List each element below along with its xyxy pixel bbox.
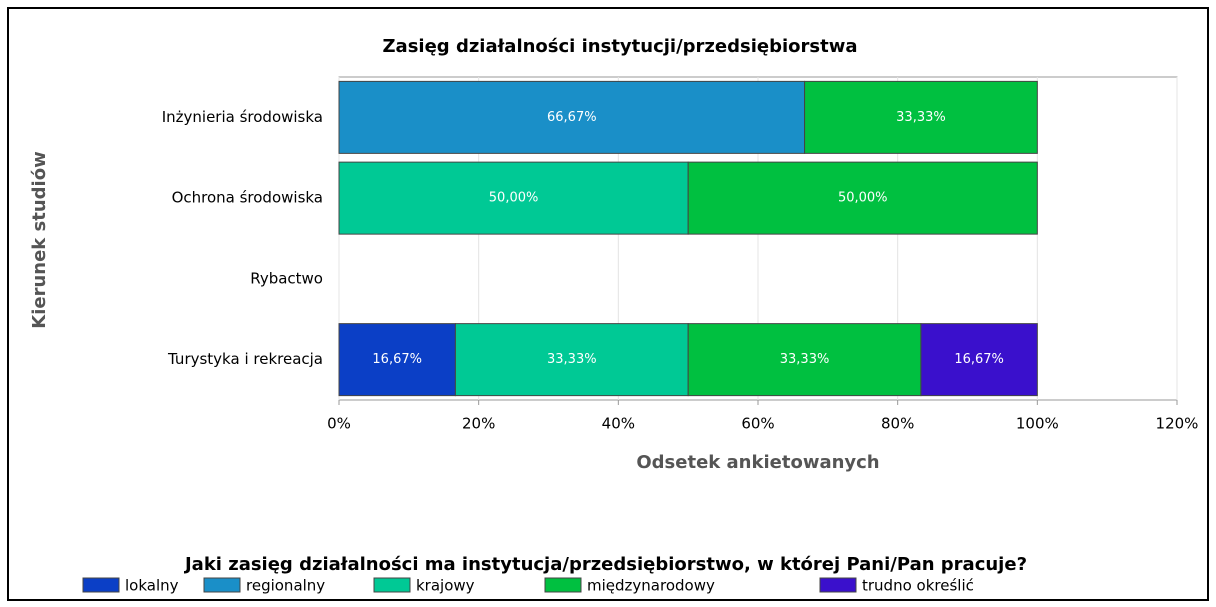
chart-title: Zasięg działalności instytucji/przedsięb… xyxy=(383,36,858,57)
legend-label: krajowy xyxy=(416,577,475,595)
legend-label: lokalny xyxy=(125,577,179,595)
value-label: 33,33% xyxy=(896,110,946,125)
legend-title: Jaki zasięg działalności ma instytucja/p… xyxy=(183,554,1027,575)
value-label: 16,67% xyxy=(372,352,422,367)
value-label: 33,33% xyxy=(547,352,597,367)
x-tick-label: 120% xyxy=(1156,415,1199,433)
legend-swatch xyxy=(203,577,241,593)
x-tick-label: 20% xyxy=(462,415,495,433)
bar-segment xyxy=(338,80,806,154)
value-label: 16,67% xyxy=(954,352,1004,367)
bar-segment xyxy=(338,161,689,235)
x-tick-label: 40% xyxy=(602,415,635,433)
legend-label: międzynarodowy xyxy=(587,577,715,595)
y-tick-label: Rybactwo xyxy=(250,269,323,287)
x-tick-label: 100% xyxy=(1016,415,1059,433)
y-tick-label: Ochrona środowiska xyxy=(172,189,323,207)
legend-swatch xyxy=(819,577,857,593)
bar-segment xyxy=(804,80,1038,154)
x-tick-label: 0% xyxy=(327,415,351,433)
value-label: 50,00% xyxy=(838,191,888,206)
y-axis-title: Kierunek studiów xyxy=(29,151,50,328)
legend-swatch xyxy=(373,577,411,593)
y-tick-label: Turystyka i rekreacja xyxy=(167,350,323,368)
legend-swatch xyxy=(544,577,582,593)
x-tick-label: 80% xyxy=(881,415,914,433)
bar-segment xyxy=(687,161,1038,235)
value-label: 66,67% xyxy=(547,110,597,125)
value-label: 50,00% xyxy=(489,191,539,206)
x-axis-title: Odsetek ankietowanych xyxy=(636,452,879,473)
bar-segment xyxy=(920,323,1038,397)
legend-label: trudno określić xyxy=(862,577,974,595)
value-label: 33,33% xyxy=(780,352,830,367)
bar-segment xyxy=(454,323,689,397)
x-tick-label: 60% xyxy=(741,415,774,433)
legend-swatch xyxy=(82,577,120,593)
bar-segment xyxy=(338,323,456,397)
legend-label: regionalny xyxy=(246,577,325,595)
y-tick-label: Inżynieria środowiska xyxy=(162,108,323,126)
bar-segment xyxy=(687,323,922,397)
